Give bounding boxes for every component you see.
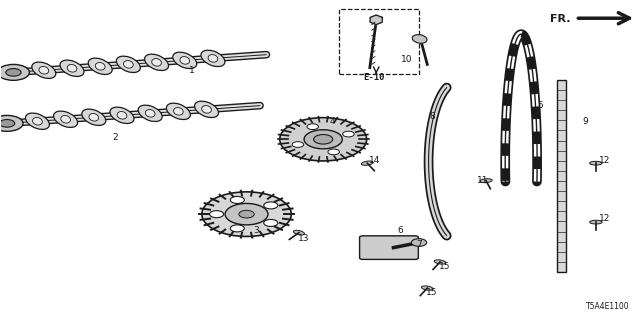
Text: T5A4E1100: T5A4E1100 <box>586 302 630 311</box>
Text: 14: 14 <box>369 156 380 164</box>
Ellipse shape <box>589 220 602 224</box>
Ellipse shape <box>195 101 218 117</box>
Ellipse shape <box>60 60 84 76</box>
Circle shape <box>225 204 268 225</box>
Circle shape <box>314 134 333 144</box>
Ellipse shape <box>152 59 161 66</box>
Text: 5: 5 <box>538 101 543 110</box>
Circle shape <box>6 68 21 76</box>
Ellipse shape <box>61 116 70 123</box>
Circle shape <box>230 196 244 204</box>
Ellipse shape <box>32 62 56 78</box>
Text: E-10: E-10 <box>364 73 385 82</box>
Circle shape <box>0 64 29 80</box>
Ellipse shape <box>124 60 133 68</box>
Circle shape <box>264 202 278 209</box>
Ellipse shape <box>88 58 112 75</box>
Ellipse shape <box>110 107 134 124</box>
Circle shape <box>304 130 342 149</box>
Text: 6: 6 <box>397 226 403 235</box>
Circle shape <box>280 118 367 161</box>
Text: 4: 4 <box>330 117 335 126</box>
Ellipse shape <box>208 55 218 62</box>
Ellipse shape <box>434 260 446 264</box>
Circle shape <box>292 142 303 148</box>
Ellipse shape <box>202 106 211 113</box>
Ellipse shape <box>293 230 305 235</box>
Ellipse shape <box>117 111 127 119</box>
Ellipse shape <box>26 113 49 129</box>
Text: 11: 11 <box>477 176 488 185</box>
Text: 12: 12 <box>598 214 610 223</box>
Text: 13: 13 <box>298 234 310 243</box>
Circle shape <box>202 192 291 236</box>
Ellipse shape <box>89 114 99 121</box>
Circle shape <box>0 120 15 127</box>
Polygon shape <box>370 15 382 25</box>
Ellipse shape <box>173 52 196 68</box>
Text: 2: 2 <box>113 133 118 142</box>
Circle shape <box>343 131 354 137</box>
Ellipse shape <box>33 117 42 125</box>
Text: 10: 10 <box>401 55 412 64</box>
Circle shape <box>412 239 427 246</box>
Ellipse shape <box>54 111 77 127</box>
Ellipse shape <box>480 179 492 183</box>
Text: 12: 12 <box>598 156 610 164</box>
Polygon shape <box>557 80 566 271</box>
Ellipse shape <box>95 62 105 70</box>
Ellipse shape <box>116 56 140 73</box>
Ellipse shape <box>589 161 602 165</box>
Text: 8: 8 <box>429 113 435 122</box>
Circle shape <box>328 149 339 155</box>
Circle shape <box>239 210 254 218</box>
Circle shape <box>307 124 319 130</box>
Circle shape <box>0 116 23 131</box>
Ellipse shape <box>138 105 162 122</box>
Text: 1: 1 <box>189 66 195 75</box>
Ellipse shape <box>421 286 433 290</box>
Ellipse shape <box>362 161 373 165</box>
Text: 15: 15 <box>439 262 451 271</box>
Ellipse shape <box>145 54 168 70</box>
Circle shape <box>209 211 223 218</box>
Ellipse shape <box>180 57 189 64</box>
Ellipse shape <box>82 109 106 125</box>
Ellipse shape <box>145 109 155 117</box>
Ellipse shape <box>67 64 77 72</box>
FancyBboxPatch shape <box>360 236 419 260</box>
Ellipse shape <box>412 35 427 43</box>
Text: FR.: FR. <box>550 14 571 24</box>
Circle shape <box>264 220 278 227</box>
Text: 9: 9 <box>582 117 588 126</box>
Text: 7: 7 <box>416 240 422 249</box>
Circle shape <box>230 225 244 232</box>
Ellipse shape <box>173 108 183 115</box>
Ellipse shape <box>201 50 225 67</box>
Text: 3: 3 <box>253 226 259 235</box>
Text: 15: 15 <box>426 288 438 297</box>
Ellipse shape <box>39 67 49 74</box>
Ellipse shape <box>166 103 190 120</box>
